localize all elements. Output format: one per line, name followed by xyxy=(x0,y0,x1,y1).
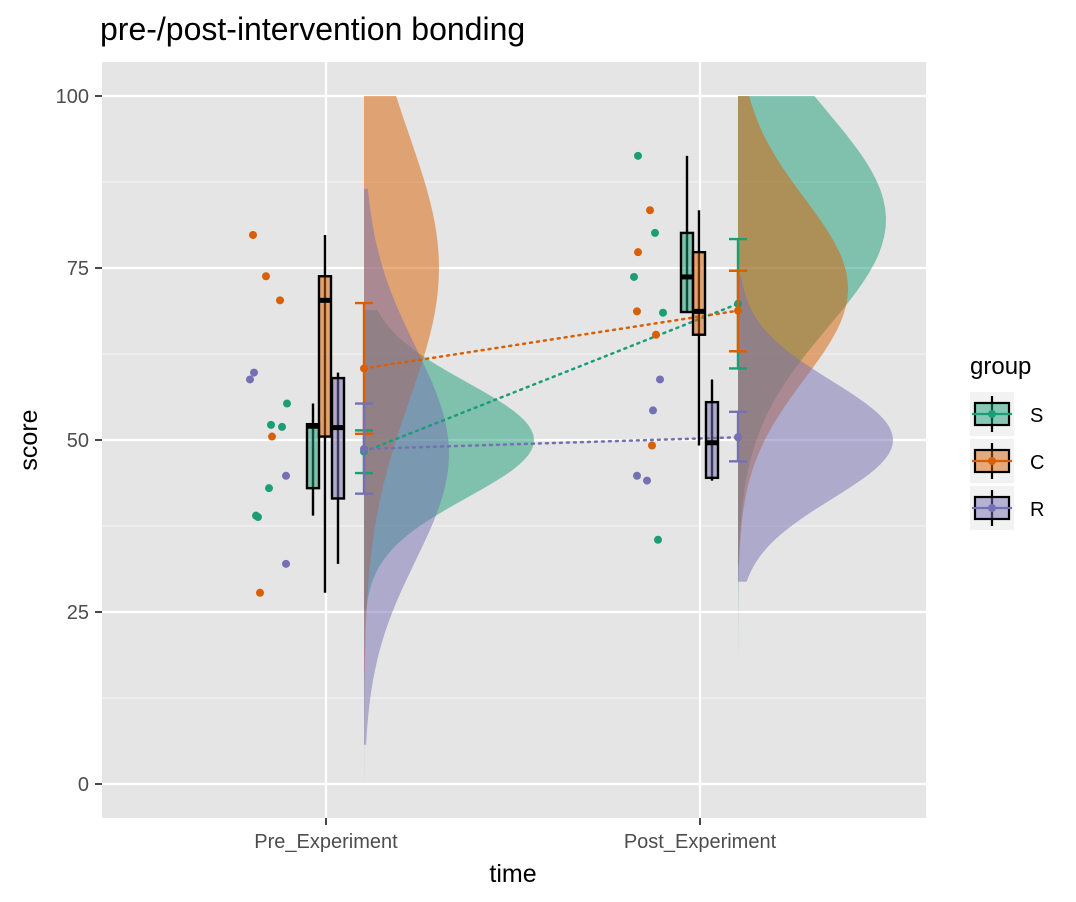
point-C-Post_Experiment xyxy=(646,206,654,215)
point-S-Pre_Experiment xyxy=(283,399,291,408)
legend-title: group xyxy=(970,353,1031,380)
legend-label-S: S xyxy=(1030,405,1043,427)
density-clouds xyxy=(364,96,893,783)
y-tick-label-100: 100 xyxy=(56,86,89,108)
point-S-Pre_Experiment xyxy=(278,422,286,431)
y-tick-label-50: 50 xyxy=(67,430,89,452)
density-R-Pre_Experiment xyxy=(364,188,449,745)
mean-ci-bars xyxy=(355,237,747,495)
axes: 0 25 50 75 100 Pre_Experiment Post_Experiment xyxy=(56,86,777,853)
trend-line-S xyxy=(362,302,740,453)
point-S-Pre_Experiment xyxy=(267,420,275,429)
mean-point-R-Post_Experiment xyxy=(734,433,742,442)
trend-line-R xyxy=(362,435,740,451)
data-points xyxy=(246,151,667,597)
box-S-Post_Experiment xyxy=(679,231,695,314)
boxplots xyxy=(305,155,720,593)
y-tick-label-0: 0 xyxy=(78,774,89,796)
point-R-Post_Experiment xyxy=(656,375,664,384)
point-C-Pre_Experiment xyxy=(276,296,284,305)
box-R-Pre_Experiment xyxy=(330,376,346,500)
point-R-Post_Experiment xyxy=(633,471,641,480)
point-S-Post_Experiment xyxy=(630,272,638,281)
legend-key-point-R xyxy=(988,504,996,512)
point-S-Post_Experiment xyxy=(634,151,642,160)
legend: group S C R xyxy=(970,353,1044,530)
point-R-Pre_Experiment xyxy=(282,559,290,568)
trend-line-C xyxy=(362,309,740,370)
point-C-Post_Experiment xyxy=(652,330,660,339)
x-tick-label-Pre_Experiment: Pre_Experiment xyxy=(254,831,398,853)
point-R-Post_Experiment xyxy=(649,406,657,415)
legend-label-C: C xyxy=(1030,452,1044,474)
point-C-Post_Experiment xyxy=(633,307,641,316)
point-S-Pre_Experiment xyxy=(265,484,273,493)
density-C-Post_Experiment xyxy=(738,96,848,565)
density-C-Pre_Experiment xyxy=(364,96,439,783)
legend-key-point-S xyxy=(988,410,996,418)
point-C-Pre_Experiment xyxy=(249,230,257,239)
mean-point-C-Post_Experiment xyxy=(734,306,742,315)
point-C-Pre_Experiment xyxy=(268,432,276,441)
mean-trend-lines xyxy=(362,302,740,453)
point-S-Post_Experiment xyxy=(654,535,662,544)
point-C-Pre_Experiment xyxy=(256,588,264,597)
point-R-Pre_Experiment xyxy=(282,471,290,480)
box-C-Post_Experiment xyxy=(691,250,707,336)
box-R-Post_Experiment xyxy=(704,400,720,480)
x-tick-label-Post_Experiment: Post_Experiment xyxy=(624,831,777,853)
point-S-Pre_Experiment xyxy=(254,513,262,522)
box-C-Pre_Experiment xyxy=(317,275,333,438)
point-R-Pre_Experiment xyxy=(250,368,258,377)
point-C-Pre_Experiment xyxy=(262,272,270,281)
density-R-Post_Experiment xyxy=(738,275,893,582)
legend-key-point-C xyxy=(988,457,996,465)
point-S-Post_Experiment xyxy=(659,308,667,317)
mean-point-C-Pre_Experiment xyxy=(360,364,368,373)
y-axis-title: score xyxy=(15,409,43,470)
point-C-Post_Experiment xyxy=(648,441,656,450)
mean-point-R-Pre_Experiment xyxy=(360,444,368,453)
point-C-Post_Experiment xyxy=(634,248,642,257)
point-R-Post_Experiment xyxy=(643,476,651,485)
legend-label-R: R xyxy=(1030,499,1044,521)
point-R-Pre_Experiment xyxy=(246,375,254,384)
x-axis-title: time xyxy=(489,860,536,888)
y-tick-label-75: 75 xyxy=(67,258,89,280)
point-S-Post_Experiment xyxy=(651,228,659,237)
chart-title: pre-/post-intervention bonding xyxy=(100,11,525,47)
box-S-Pre_Experiment xyxy=(305,422,321,490)
y-tick-label-25: 25 xyxy=(67,602,89,624)
